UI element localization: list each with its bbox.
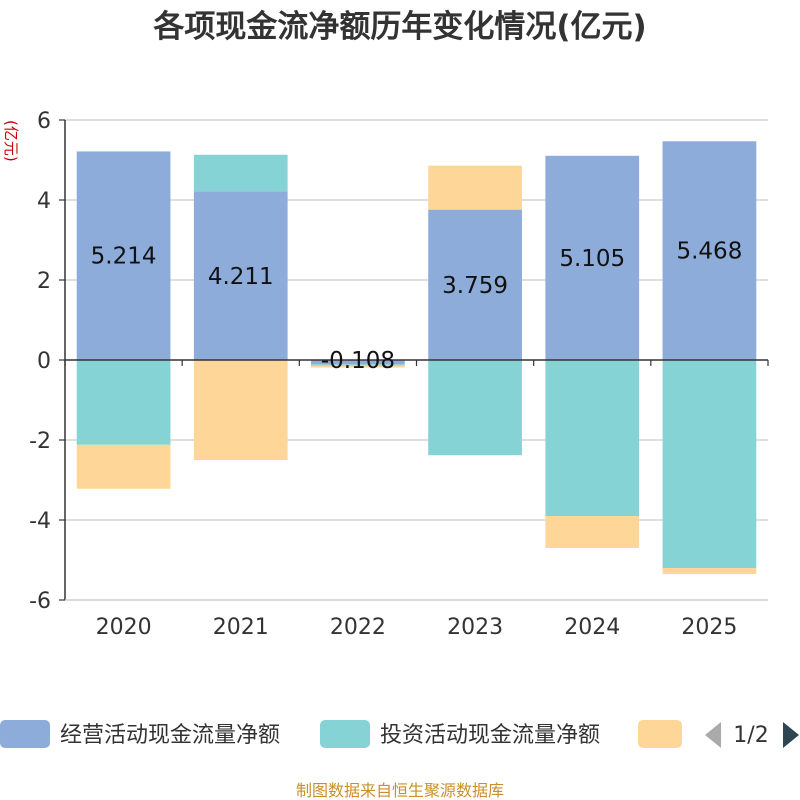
legend: 经营活动现金流量净额 投资活动现金流量净额 1/2 [0,720,799,748]
y-axis-unit-label: (亿元) [2,120,20,162]
y-tick-label: -2 [29,429,51,454]
data-label-2020: 5.214 [91,244,157,270]
legend-next-page-icon[interactable] [783,722,799,748]
y-tick-label: -6 [29,589,51,614]
y-tick-label: 6 [37,109,51,134]
bar-financing-2025 [662,568,757,574]
bar-financing-2021 [193,360,288,460]
y-tick-label: 4 [37,189,51,214]
data-label-2024: 5.105 [559,246,625,272]
legend-label: 投资活动现金流量净额 [380,723,600,748]
bar-operating-2020 [76,151,171,360]
legend-item-1[interactable]: 经营活动现金流量净额 [0,720,280,748]
bar-investing-2024 [545,360,640,516]
bar-operating-2024 [545,155,640,360]
x-tick-label: 2024 [564,615,620,640]
data-label-2023: 3.759 [442,273,508,299]
data-label-2021: 4.211 [208,264,274,290]
y-tick-label: 2 [37,269,51,294]
x-tick-label: 2021 [213,615,269,640]
legend-swatch [320,720,370,748]
bar-investing-2023 [428,360,522,456]
data-labels: 5.214 4.211 -0.108 3.759 5.105 5.468 [91,239,743,374]
bar-financing-2024 [545,516,640,548]
x-tick-label: 2022 [330,615,386,640]
x-tick-label: 2025 [681,615,737,640]
data-label-2025: 5.468 [676,239,742,265]
x-tick-label: 2023 [447,615,503,640]
data-source-note: 制图数据来自恒生聚源数据库 [296,781,504,800]
bar-investing-2025 [662,360,757,568]
data-label-2022: -0.108 [321,348,395,374]
legend-item-2[interactable]: 投资活动现金流量净额 [320,720,600,748]
legend-label: 经营活动现金流量净额 [60,723,280,748]
y-tick-label: -4 [29,509,51,534]
y-tick-label: 0 [37,349,51,374]
bar-financing-2023 [428,165,522,210]
chart-title: 各项现金流净额历年变化情况(亿元) [152,9,646,45]
x-tick-label: 2020 [96,615,152,640]
legend-item-3[interactable] [638,720,682,748]
bar-investing-2021 [193,154,288,192]
legend-prev-page-icon[interactable] [705,722,721,748]
bar-operating-2022 [311,360,405,365]
bar-financing-2022 [311,365,405,368]
bar-operating-2021 [193,191,288,360]
bar-financing-2020 [76,444,171,489]
bar-operating-2025 [662,141,757,360]
bar-investing-2020 [76,360,171,445]
axes: 6 4 2 0 -2 -4 -6 2020 2021 2022 2023 2024 2025 [29,109,769,640]
legend-page-indicator: 1/2 [733,723,768,748]
bar-operating-2023 [428,209,522,360]
legend-swatch [0,720,50,748]
legend-swatch [638,720,682,748]
bar-investing-2022 [311,364,405,366]
bar-series [76,141,757,574]
